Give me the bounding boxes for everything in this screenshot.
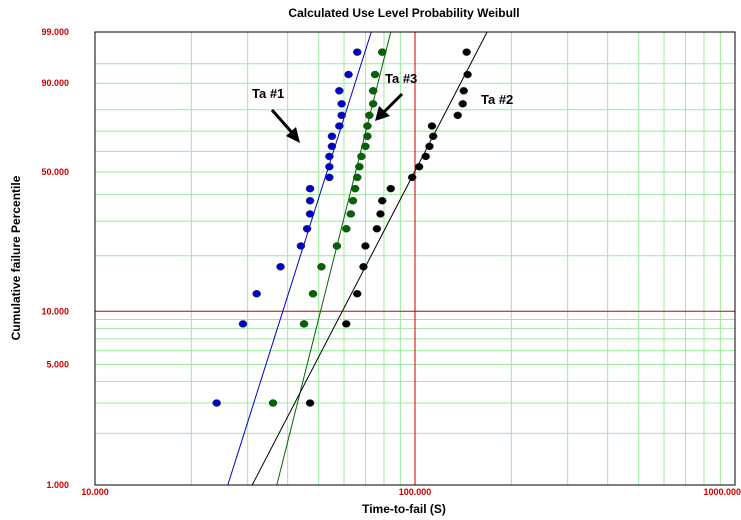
plot-frame (94, 31, 736, 486)
data-point-ta2 (427, 122, 437, 130)
data-point-ta2 (414, 162, 424, 171)
data-point-ta3 (346, 210, 356, 218)
data-point-ta3 (332, 242, 342, 250)
data-point-ta2 (342, 320, 351, 328)
y-tick-label: 90.000 (41, 78, 69, 88)
data-point-ta1 (325, 152, 334, 161)
data-point-ta1 (353, 48, 362, 56)
data-point-ta3 (308, 290, 318, 298)
data-point-ta2 (377, 196, 387, 205)
fit-line-ta1 (227, 31, 372, 486)
data-point-ta3 (368, 100, 378, 108)
annotation-ta3-label: Ta #3 (385, 71, 417, 86)
data-point-ta3 (355, 162, 364, 171)
data-point-ta1 (238, 320, 248, 328)
annotations: Ta #1 Ta #3 Ta #2 (252, 71, 513, 143)
y-tick-label: 10.000 (41, 306, 69, 316)
x-axis-title: Time-to-fail (S) (362, 502, 446, 516)
data-point-ta1 (337, 100, 346, 108)
data-point-ta1 (325, 173, 334, 182)
data-point-ta2 (459, 87, 468, 95)
data-point-ta3 (353, 173, 362, 182)
data-point-ta2 (361, 242, 370, 250)
data-points (212, 48, 472, 407)
x-tick-labels: 10.000 100.000 1000.000 (81, 487, 741, 497)
data-point-ta2 (458, 100, 468, 108)
data-point-ta3 (342, 225, 351, 233)
data-point-ta3 (350, 184, 360, 193)
data-point-ta1 (296, 242, 306, 250)
data-point-ta1 (305, 196, 315, 205)
data-point-ta1 (327, 142, 337, 151)
y-axis-title: Cumulative failure Percentile (9, 175, 23, 340)
y-tick-labels: 1.000 5.000 10.000 50.000 90.000 99.000 (41, 27, 69, 490)
data-point-ta1 (305, 210, 315, 218)
y-tick-label: 99.000 (41, 27, 69, 37)
x-tick-label: 10.000 (81, 487, 109, 497)
data-point-ta1 (327, 132, 337, 141)
data-point-ta3 (268, 399, 278, 407)
data-point-ta3 (365, 111, 374, 120)
data-point-ta2 (462, 48, 471, 56)
data-point-ta3 (370, 70, 380, 79)
arrow-icon (270, 109, 300, 143)
data-point-ta3 (377, 48, 387, 56)
data-point-ta3 (368, 87, 378, 95)
data-point-ta3 (363, 122, 372, 130)
annotation-ta2-label: Ta #2 (481, 92, 513, 107)
data-point-ta3 (363, 132, 372, 141)
data-point-ta2 (305, 399, 315, 407)
data-point-ta2 (359, 263, 368, 271)
y-tick-label: 50.000 (41, 167, 69, 177)
data-point-ta3 (361, 142, 370, 151)
y-tick-label: 1.000 (46, 480, 69, 490)
annotation-ta1-label: Ta #1 (252, 86, 284, 101)
data-point-ta1 (305, 184, 315, 193)
reference-lines (95, 32, 735, 485)
fit-lines (227, 31, 488, 486)
data-point-ta2 (421, 152, 430, 161)
data-point-ta2 (407, 173, 417, 182)
data-point-ta1 (335, 87, 344, 95)
data-point-ta2 (463, 70, 472, 79)
data-point-ta2 (453, 111, 462, 120)
data-point-ta3 (317, 263, 326, 271)
x-tick-label: 1000.000 (703, 487, 741, 497)
data-point-ta1 (302, 225, 312, 233)
y-tick-label: 5.000 (46, 359, 69, 369)
fit-line-ta3 (276, 31, 392, 486)
data-point-ta3 (348, 196, 358, 205)
data-point-ta1 (335, 122, 344, 130)
data-point-ta1 (337, 111, 346, 120)
data-point-ta1 (344, 70, 353, 79)
data-point-ta3 (357, 152, 366, 161)
x-tick-label: 100.000 (399, 487, 432, 497)
data-point-ta2 (428, 132, 438, 141)
data-point-ta1 (212, 399, 221, 407)
data-point-ta3 (299, 320, 309, 328)
data-point-ta2 (376, 210, 385, 218)
data-point-ta2 (386, 184, 396, 193)
data-point-ta1 (252, 290, 261, 298)
data-point-ta1 (276, 263, 285, 271)
fit-line-ta2 (251, 31, 488, 486)
chart-title: Calculated Use Level Probability Weibull (288, 6, 519, 20)
data-point-ta2 (425, 142, 434, 151)
data-point-ta2 (372, 225, 382, 233)
arrow-icon (375, 92, 404, 121)
data-point-ta1 (325, 162, 334, 171)
data-point-ta2 (353, 290, 362, 298)
